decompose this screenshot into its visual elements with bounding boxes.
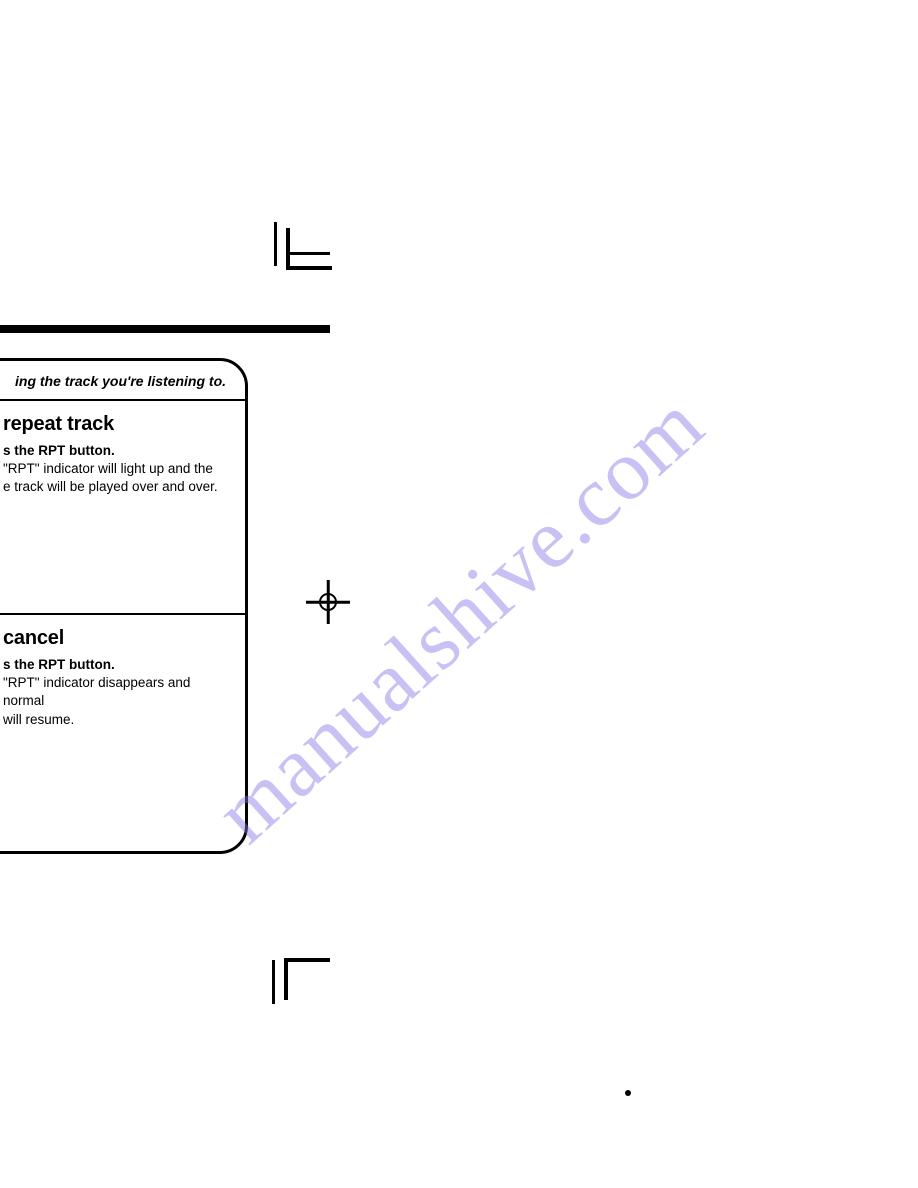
section-repeat-track: repeat track s the RPT button. "RPT" ind…	[0, 401, 245, 613]
section-body-line-2: will resume.	[3, 711, 227, 729]
card-header-text: ing the track you're listening to.	[0, 361, 245, 401]
top-horizontal-rule	[0, 325, 330, 333]
section-cancel: cancel s the RPT button. "RPT" indicator…	[0, 613, 245, 851]
section-bold-line: s the RPT button.	[3, 442, 227, 460]
crop-mark-top-underline	[288, 252, 330, 255]
section-body-line-1: "RPT" indicator will light up and the	[3, 460, 227, 478]
crop-mark-bottom	[272, 950, 332, 1000]
instruction-card: ing the track you're listening to. repea…	[0, 358, 248, 854]
registration-mark	[306, 580, 350, 624]
manual-page: ing the track you're listening to. repea…	[0, 0, 918, 1188]
section-bold-line: s the RPT button.	[3, 656, 227, 674]
section-body-line-2: e track will be played over and over.	[3, 478, 227, 496]
section-body-line-1: "RPT" indicator disappears and normal	[3, 674, 227, 710]
section-title: repeat track	[3, 413, 227, 436]
watermark-text: manualshive.com	[195, 373, 722, 862]
registration-circle	[319, 593, 337, 611]
section-title: cancel	[3, 627, 227, 650]
decorative-dot	[625, 1090, 631, 1096]
